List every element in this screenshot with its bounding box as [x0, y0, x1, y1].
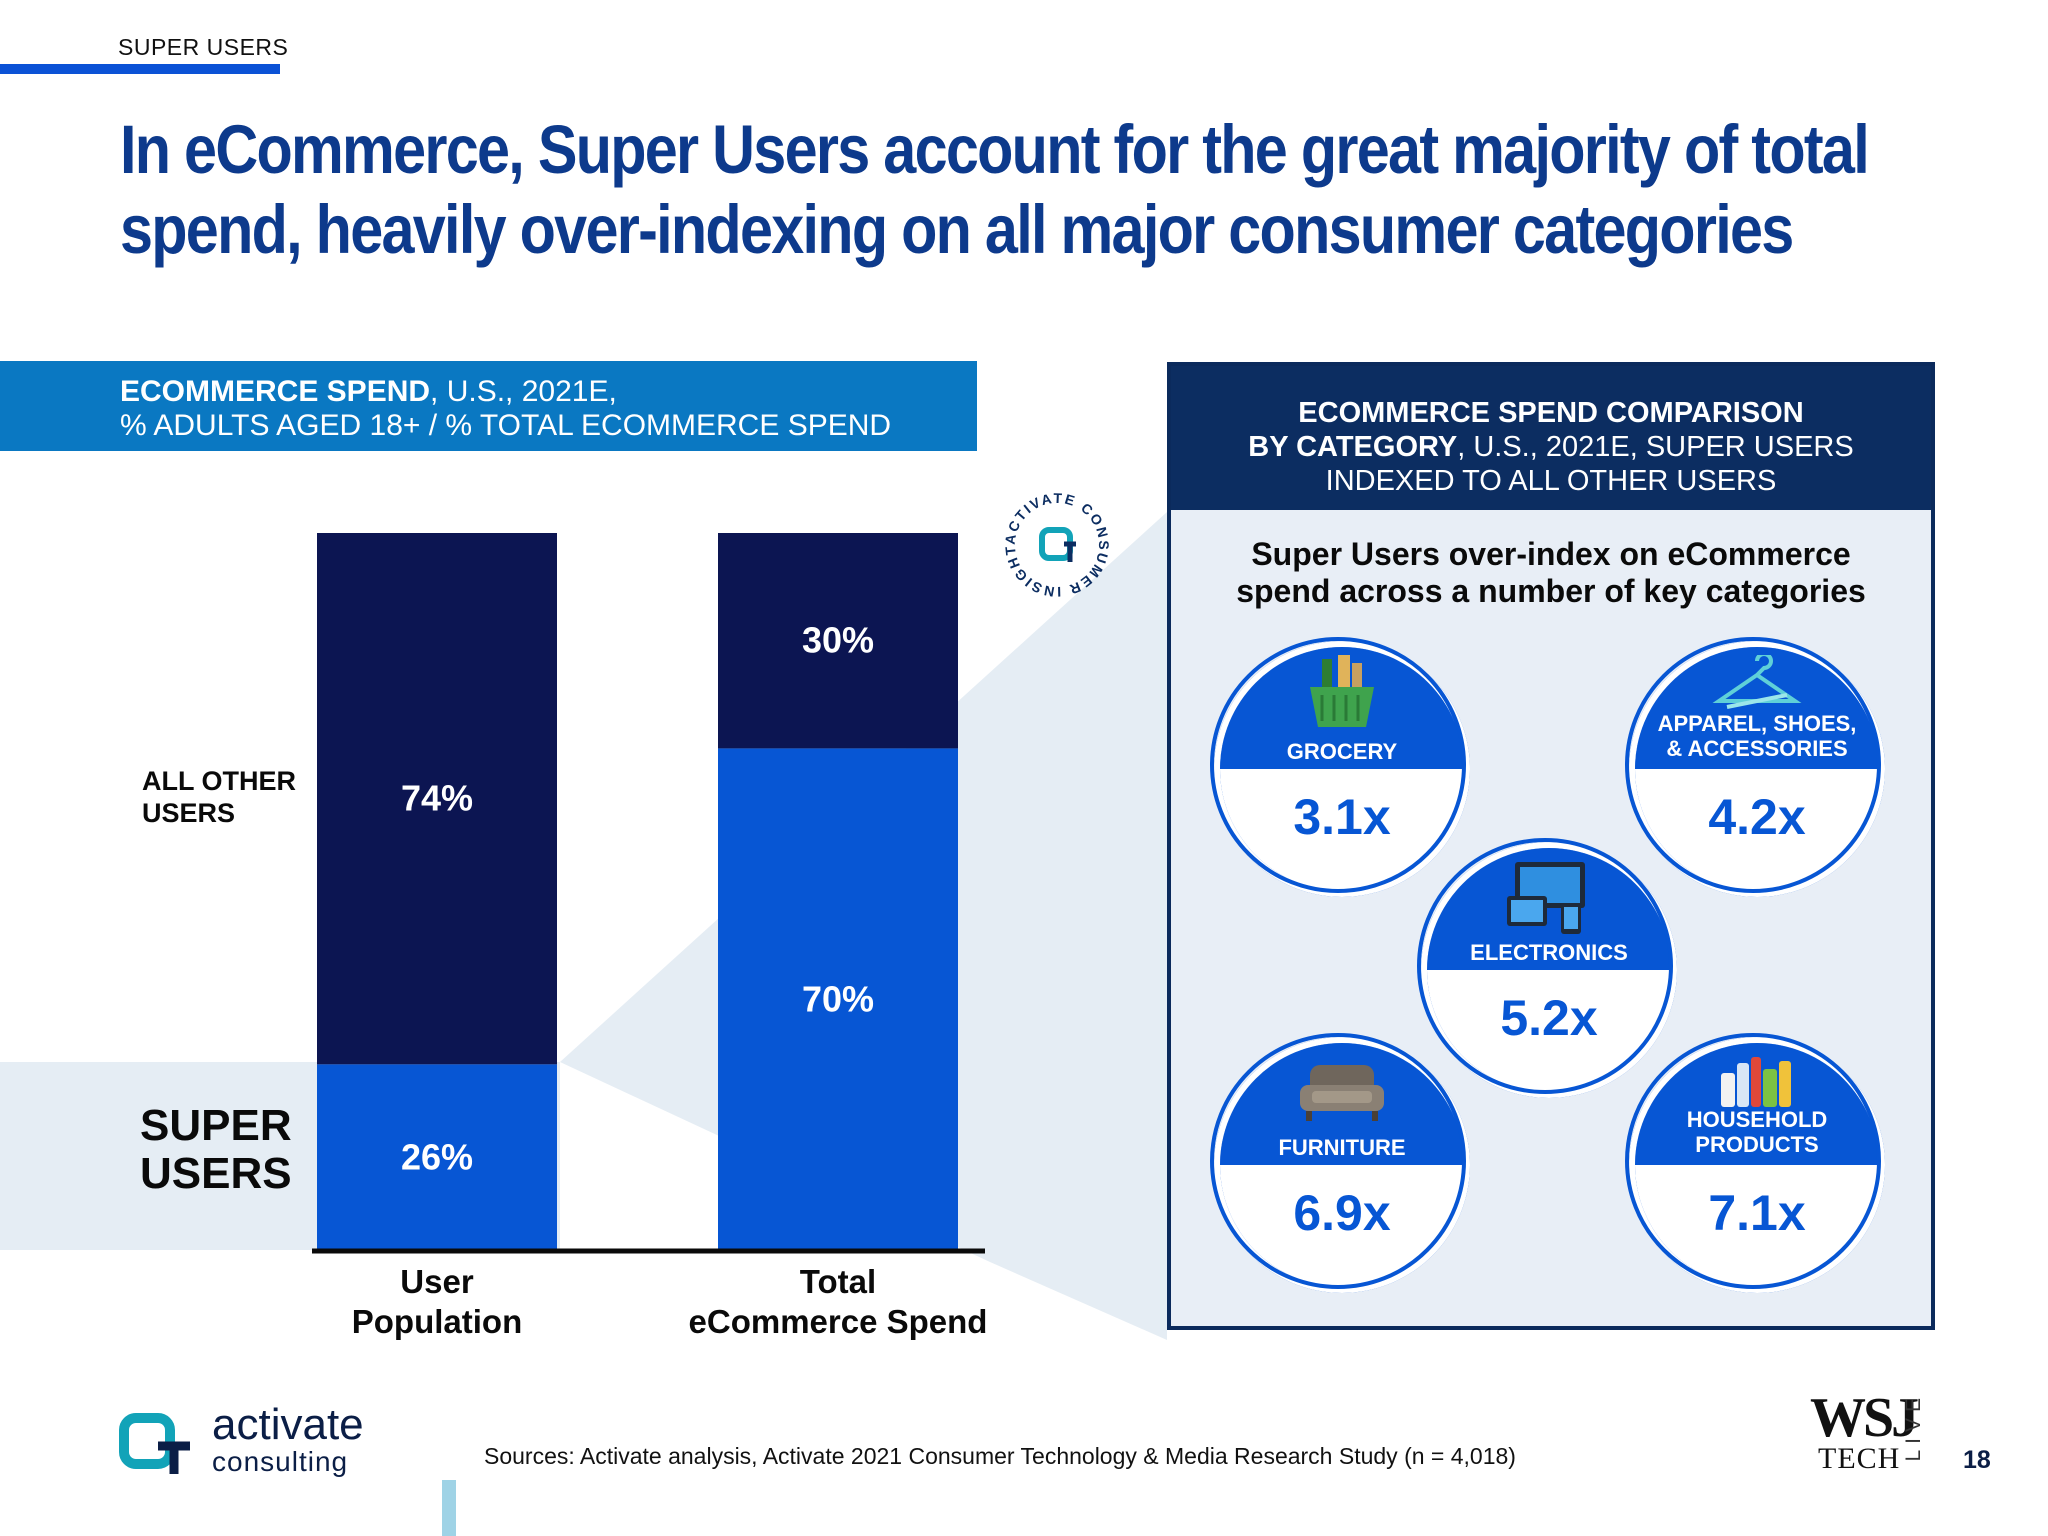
panel-header: [1171, 366, 1931, 510]
chart-title-rest: , U.S., 2021E,: [430, 375, 617, 408]
logo-subtitle: consulting: [212, 1446, 349, 1477]
data-label-super-users-user-population: 26%: [401, 1137, 473, 1178]
panel-subtitle: Super Users over-index on eCommerce spen…: [1236, 536, 1866, 609]
badge-grocery: GROCERY 3.1x: [1210, 637, 1470, 897]
legend-super-users: SUPER USERS: [140, 1101, 292, 1198]
chart-subtitle: % ADULTS AGED 18+ / % TOTAL ECOMMERCE SP…: [120, 409, 892, 442]
bar-super-users-user-population: [317, 1064, 557, 1251]
bar-all-other-users-user-population: [317, 533, 557, 1065]
data-label-all-other-users-user-population: 74%: [401, 778, 473, 819]
badge-furniture: FURNITURE 6.9x: [1210, 1033, 1470, 1293]
page-number: 18: [1963, 1446, 1991, 1474]
panel-title: ECOMMERCE SPEND COMPARISON BY CATEGORY, …: [1248, 397, 1854, 497]
wsj-logo: WSJ: [1810, 1387, 1919, 1449]
section-tag: SUPER USERS: [118, 34, 289, 60]
badge-household: HOUSEHOLD PRODUCTS 7.1x: [1625, 1033, 1885, 1293]
wsj-live-label: LIVE: [1902, 1392, 1925, 1462]
chart-title: ECOMMERCE SPEND, U.S., 2021E, % ADULTS A…: [120, 375, 891, 443]
footer-accent-bar: [442, 1480, 456, 1536]
chart-title-bold: ECOMMERCE SPEND: [120, 375, 431, 408]
legend-all-other-users: ALL OTHER USERS: [142, 766, 296, 828]
consumer-insight-seal: ACTIVATE CONSUMER INSIGHT: [1002, 490, 1112, 600]
sources-note: Sources: Activate analysis, Activate 202…: [484, 1443, 1516, 1469]
logo-wordmark: activate: [212, 1400, 364, 1449]
data-label-super-users-total-ecommerce-spend: 70%: [802, 979, 874, 1020]
wsj-tech-label: TECH: [1818, 1442, 1901, 1475]
section-underline: [0, 64, 280, 74]
chart-header-banner: [0, 361, 977, 451]
seal-text: ACTIVATE CONSUMER INSIGHT: [1002, 490, 1110, 600]
data-label-all-other-users-total-ecommerce-spend: 30%: [802, 620, 874, 661]
badge-apparel: APPAREL, SHOES, & ACCESSORIES 4.2x: [1625, 637, 1885, 897]
bar-super-users-total-ecommerce-spend: [718, 748, 958, 1251]
x-tick-label-user-population: User Population: [351, 1263, 523, 1340]
title-line-1: In eCommerce, Super Users account for th…: [120, 111, 1870, 188]
x-tick-label-total-ecommerce-spend: Total eCommerce Spend: [688, 1263, 988, 1340]
svg-text:ACTIVATE CONSUMER INSIGHT: ACTIVATE CONSUMER INSIGHT: [1002, 490, 1112, 600]
bar-all-other-users-total-ecommerce-spend: [718, 533, 958, 749]
title-line-2: spend, heavily over-indexing on all majo…: [120, 191, 1794, 268]
activate-logo-icon: [119, 1413, 190, 1474]
page-title: In eCommerce, Super Users account for th…: [120, 110, 1870, 270]
